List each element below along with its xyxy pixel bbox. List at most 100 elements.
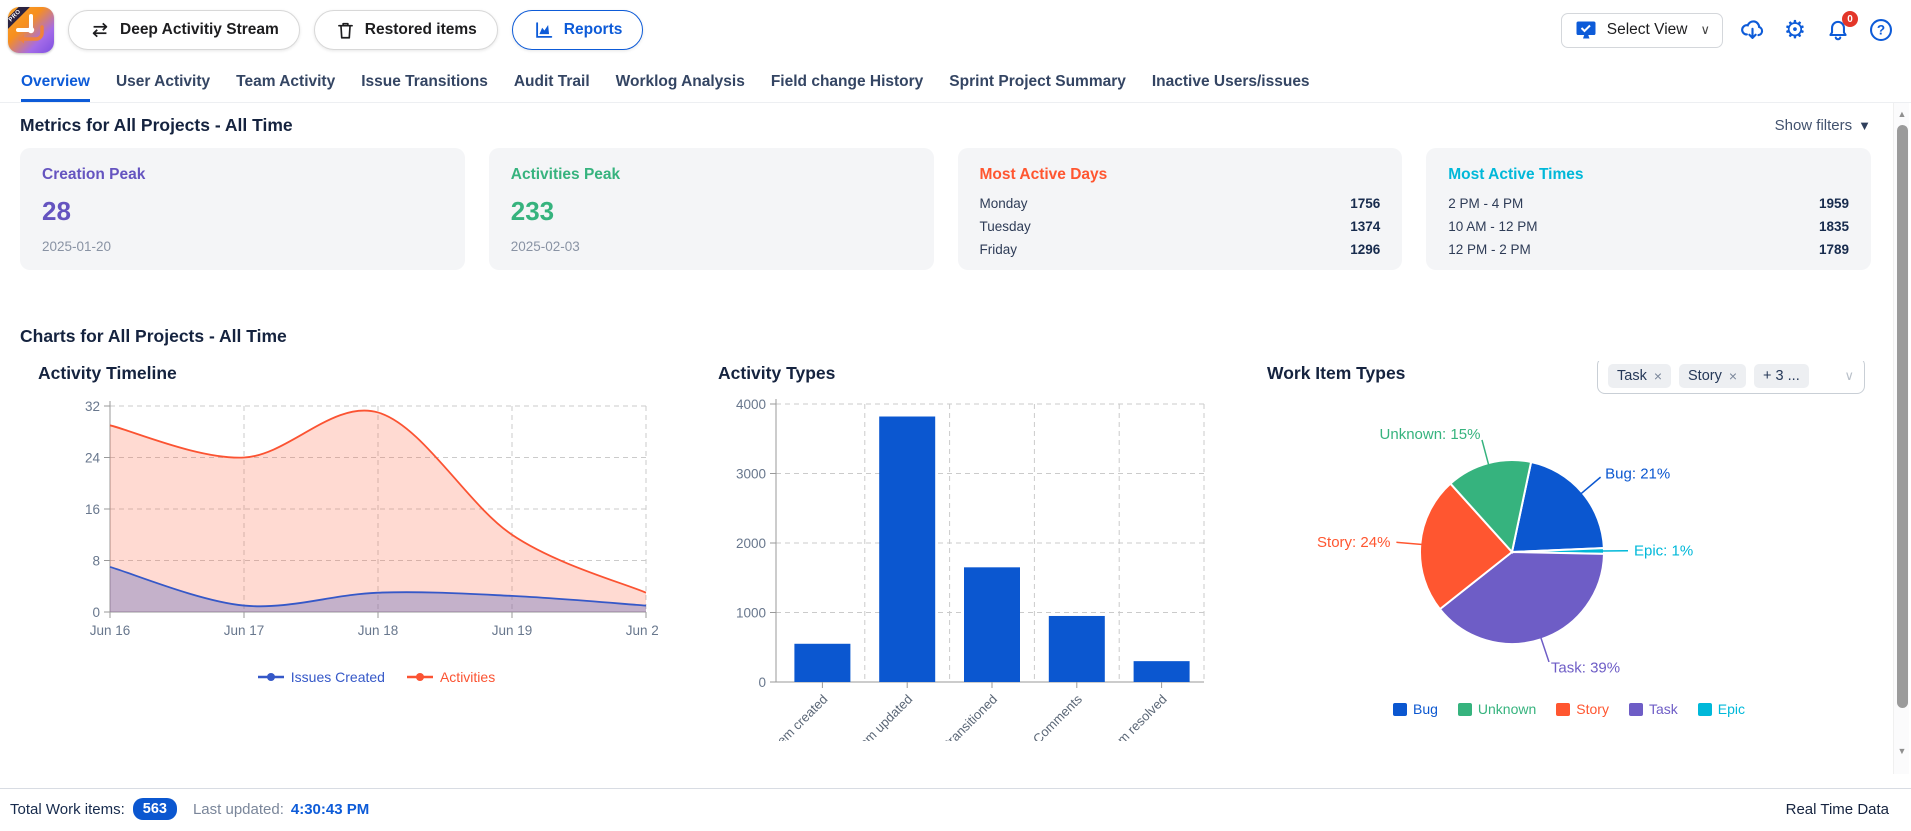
row-value: 1374 — [1350, 219, 1380, 234]
clock-logo-icon — [12, 11, 50, 49]
status-bar: Total Work items: 563 Last updated: 4:30… — [0, 788, 1911, 829]
last-updated-label: Last updated: — [193, 801, 284, 818]
svg-text:16: 16 — [85, 502, 100, 517]
bar-plot: 01000200030004000Work item createdWork i… — [718, 390, 1223, 741]
pie-legend-item-epic[interactable]: Epic — [1698, 701, 1745, 717]
legend-swatch — [1698, 703, 1712, 716]
tab-audit-trail[interactable]: Audit Trail — [514, 60, 590, 102]
bar-series — [794, 417, 1189, 682]
card-row: Tuesday 1374 — [980, 219, 1381, 234]
cloud-download-button[interactable] — [1738, 16, 1766, 44]
row-value: 1789 — [1819, 242, 1849, 257]
reports-button[interactable]: Reports — [512, 10, 644, 50]
bar-chart-icon — [533, 19, 555, 41]
close-icon[interactable]: × — [1654, 368, 1662, 384]
svg-text:1000: 1000 — [736, 606, 766, 621]
chart-title: Activity Timeline — [38, 363, 660, 384]
svg-text:3000: 3000 — [736, 467, 766, 482]
settings-button[interactable]: ⚙ — [1781, 16, 1809, 44]
metrics-heading: Metrics for All Projects - All Time — [20, 115, 293, 136]
card-date: 2025-02-03 — [511, 239, 912, 254]
select-view-label: Select View — [1607, 21, 1688, 39]
row-value: 1835 — [1819, 219, 1849, 234]
card-row: 10 AM - 12 PM 1835 — [1448, 219, 1849, 234]
chip-label: Story — [1688, 368, 1722, 384]
app-logo[interactable]: PRO — [8, 7, 54, 53]
chevron-down-icon: ∨ — [1700, 22, 1710, 38]
pie-legend-item-bug[interactable]: Bug — [1393, 701, 1438, 717]
pie-legend-item-task[interactable]: Task — [1629, 701, 1678, 717]
card-row: Friday 1296 — [980, 242, 1381, 257]
svg-text:Work item transitioned: Work item transitioned — [898, 692, 1000, 741]
tab-user-activity[interactable]: User Activity — [116, 60, 210, 102]
notifications-button[interactable]: 0 — [1824, 16, 1852, 44]
chart-title: Work Item Types — [1267, 363, 1405, 384]
pie-legend-item-story[interactable]: Story — [1556, 701, 1609, 717]
pie-plot: Bug: 21%Epic: 1%Task: 39%Story: 24%Unkno… — [1267, 394, 1787, 694]
chart-title: Activity Types — [718, 363, 1223, 384]
select-view-dropdown[interactable]: Select View ∨ — [1561, 13, 1723, 48]
gear-icon: ⚙ — [1784, 18, 1806, 43]
work-item-type-filter[interactable]: Task × Story × + 3 ... ∨ — [1597, 361, 1865, 394]
timeline-legend: Issues Created Activities — [38, 669, 660, 685]
card-title: Creation Peak — [42, 166, 443, 184]
legend-item-issues-created[interactable]: Issues Created — [258, 669, 385, 685]
legend-marker-icon — [258, 672, 284, 682]
close-icon[interactable]: × — [1729, 368, 1737, 384]
row-label: 10 AM - 12 PM — [1448, 219, 1537, 234]
scroll-up-arrow[interactable]: ▲ — [1894, 109, 1910, 119]
card-row: Monday 1756 — [980, 196, 1381, 211]
row-label: Monday — [980, 196, 1028, 211]
pie-label-bug: Bug: 21% — [1605, 465, 1670, 482]
vertical-scrollbar[interactable]: ▲ ▼ — [1893, 103, 1909, 774]
pie-header: Work Item Types Task × Story × + 3 ... ∨ — [1267, 361, 1871, 394]
show-filters-toggle[interactable]: Show filters ▼ — [1775, 117, 1871, 134]
deep-activity-stream-button[interactable]: Deep Activitiy Stream — [68, 10, 300, 50]
legend-swatch — [1556, 703, 1570, 716]
scroll-down-arrow[interactable]: ▼ — [1894, 746, 1910, 756]
tab-inactive-users-issues[interactable]: Inactive Users/issues — [1152, 60, 1310, 102]
last-updated-time: 4:30:43 PM — [291, 801, 369, 818]
tab-sprint-project-summary[interactable]: Sprint Project Summary — [949, 60, 1126, 102]
scrollbar-thumb[interactable] — [1897, 125, 1908, 708]
main-content: Metrics for All Projects - All Time Show… — [0, 103, 1911, 788]
svg-text:8: 8 — [92, 554, 100, 569]
card-row: 12 PM - 2 PM 1789 — [1448, 242, 1849, 257]
top-bar: PRO Deep Activitiy Stream Restored items — [0, 0, 1911, 60]
card-value: 233 — [511, 196, 912, 227]
monitor-check-icon — [1574, 18, 1598, 42]
filter-chip-more[interactable]: + 3 ... — [1754, 364, 1809, 388]
tab-worklog-analysis[interactable]: Worklog Analysis — [616, 60, 745, 102]
caret-down-icon: ▼ — [1858, 118, 1871, 133]
metric-card-most-active-days: Most Active Days Monday 1756 Tuesday 137… — [958, 148, 1403, 270]
legend-item-activities[interactable]: Activities — [407, 669, 495, 685]
svg-text:0: 0 — [92, 605, 100, 620]
tab-overview[interactable]: Overview — [21, 60, 90, 102]
notification-badge: 0 — [1842, 11, 1858, 27]
svg-text:Jun 19: Jun 19 — [492, 623, 533, 638]
row-label: 2 PM - 4 PM — [1448, 196, 1523, 211]
filter-chip-task[interactable]: Task × — [1608, 364, 1671, 388]
metric-cards: Creation Peak 28 2025-01-20 Activities P… — [20, 148, 1871, 270]
timeline-plot: 08162432Jun 16Jun 17Jun 18Jun 19Jun 20 — [38, 390, 658, 658]
metric-card-activities-peak: Activities Peak 233 2025-02-03 — [489, 148, 934, 270]
svg-text:0: 0 — [758, 675, 766, 690]
metric-card-creation-peak: Creation Peak 28 2025-01-20 — [20, 148, 465, 270]
pie-label-epic: Epic: 1% — [1634, 543, 1693, 560]
tab-field-change-history[interactable]: Field change History — [771, 60, 923, 102]
svg-text:Jun 20: Jun 20 — [626, 623, 658, 638]
svg-text:Comments: Comments — [1030, 691, 1085, 741]
total-work-items-badge: 563 — [133, 798, 177, 820]
restored-items-button[interactable]: Restored items — [314, 10, 498, 50]
tab-issue-transitions[interactable]: Issue Transitions — [361, 60, 488, 102]
tab-team-activity[interactable]: Team Activity — [236, 60, 335, 102]
pie-label-unknown: Unknown: 15% — [1380, 426, 1481, 443]
svg-text:Jun 18: Jun 18 — [358, 623, 399, 638]
filter-chip-story[interactable]: Story × — [1679, 364, 1746, 388]
pie-legend-item-unknown[interactable]: Unknown — [1458, 701, 1536, 717]
help-button[interactable]: ? — [1867, 16, 1895, 44]
top-right-cluster: Select View ∨ ⚙ 0 ? — [1561, 13, 1895, 48]
real-time-data-label: Real Time Data — [1786, 801, 1889, 818]
svg-text:Work item resolved: Work item resolved — [1081, 692, 1170, 741]
card-row: 2 PM - 4 PM 1959 — [1448, 196, 1849, 211]
